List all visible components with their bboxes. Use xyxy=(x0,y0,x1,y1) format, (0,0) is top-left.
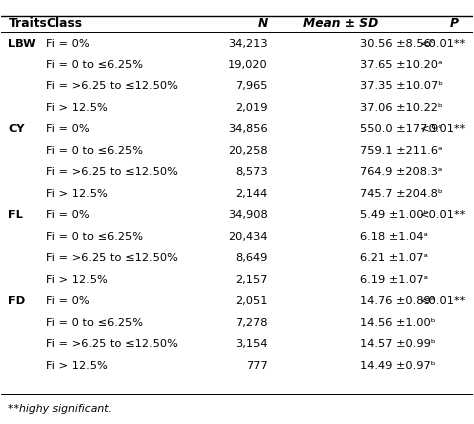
Text: 6.21 ±1.07ᵃ: 6.21 ±1.07ᵃ xyxy=(359,253,428,263)
Text: 14.49 ±0.97ᵇ: 14.49 ±0.97ᵇ xyxy=(359,361,435,371)
Text: **highy significant.: **highy significant. xyxy=(9,404,112,414)
Text: 19,020: 19,020 xyxy=(228,60,268,70)
Text: 20,258: 20,258 xyxy=(228,146,268,156)
Text: CY: CY xyxy=(9,124,25,134)
Text: 3,154: 3,154 xyxy=(235,339,268,349)
Text: Fi > 12.5%: Fi > 12.5% xyxy=(46,103,108,113)
Text: Fi = 0%: Fi = 0% xyxy=(46,39,90,48)
Text: 30.56 ±8.56ᶜ: 30.56 ±8.56ᶜ xyxy=(359,39,435,48)
Text: Fi = >6.25 to ≤12.50%: Fi = >6.25 to ≤12.50% xyxy=(46,339,178,349)
Text: 745.7 ±204.8ᵇ: 745.7 ±204.8ᵇ xyxy=(359,189,442,199)
Text: Fi = >6.25 to ≤12.50%: Fi = >6.25 to ≤12.50% xyxy=(46,81,178,92)
Text: 7,965: 7,965 xyxy=(235,81,268,92)
Text: P: P xyxy=(449,17,458,30)
Text: FD: FD xyxy=(9,296,26,306)
Text: Fi = >6.25 to ≤12.50%: Fi = >6.25 to ≤12.50% xyxy=(46,253,178,263)
Text: 8,649: 8,649 xyxy=(235,253,268,263)
Text: Fi > 12.5%: Fi > 12.5% xyxy=(46,275,108,285)
Text: FL: FL xyxy=(9,210,23,220)
Text: 550.0 ±177.9ᶜ: 550.0 ±177.9ᶜ xyxy=(359,124,442,134)
Text: Fi = 0 to ≤6.25%: Fi = 0 to ≤6.25% xyxy=(46,318,143,328)
Text: 2,144: 2,144 xyxy=(236,189,268,199)
Text: N: N xyxy=(257,17,268,30)
Text: 8,573: 8,573 xyxy=(235,167,268,177)
Text: 2,157: 2,157 xyxy=(235,275,268,285)
Text: 34,908: 34,908 xyxy=(228,210,268,220)
Text: Fi = 0 to ≤6.25%: Fi = 0 to ≤6.25% xyxy=(46,60,143,70)
Text: 37.06 ±10.22ᵇ: 37.06 ±10.22ᵇ xyxy=(359,103,442,113)
Text: <0.01**: <0.01** xyxy=(419,296,465,306)
Text: LBW: LBW xyxy=(9,39,36,48)
Text: 37.35 ±10.07ᵇ: 37.35 ±10.07ᵇ xyxy=(359,81,443,92)
Text: Fi = 0 to ≤6.25%: Fi = 0 to ≤6.25% xyxy=(46,146,143,156)
Text: 14.76 ±0.89ᵃ: 14.76 ±0.89ᵃ xyxy=(359,296,435,306)
Text: 777: 777 xyxy=(246,361,268,371)
Text: Fi = >6.25 to ≤12.50%: Fi = >6.25 to ≤12.50% xyxy=(46,167,178,177)
Text: 20,434: 20,434 xyxy=(228,232,268,242)
Text: Fi = 0%: Fi = 0% xyxy=(46,210,90,220)
Text: Traits: Traits xyxy=(9,17,47,30)
Text: <0.01**: <0.01** xyxy=(419,210,465,220)
Text: Fi > 12.5%: Fi > 12.5% xyxy=(46,189,108,199)
Text: Mean ± SD: Mean ± SD xyxy=(303,17,378,30)
Text: Fi = 0%: Fi = 0% xyxy=(46,296,90,306)
Text: 34,213: 34,213 xyxy=(228,39,268,48)
Text: Fi = 0%: Fi = 0% xyxy=(46,124,90,134)
Text: 6.19 ±1.07ᵃ: 6.19 ±1.07ᵃ xyxy=(359,275,428,285)
Text: 2,051: 2,051 xyxy=(235,296,268,306)
Text: Class: Class xyxy=(46,17,82,30)
Text: 14.57 ±0.99ᵇ: 14.57 ±0.99ᵇ xyxy=(359,339,435,349)
Text: <0.01**: <0.01** xyxy=(419,124,465,134)
Text: Fi = 0 to ≤6.25%: Fi = 0 to ≤6.25% xyxy=(46,232,143,242)
Text: 764.9 ±208.3ᵃ: 764.9 ±208.3ᵃ xyxy=(359,167,442,177)
Text: 34,856: 34,856 xyxy=(228,124,268,134)
Text: Fi > 12.5%: Fi > 12.5% xyxy=(46,361,108,371)
Text: 37.65 ±10.20ᵃ: 37.65 ±10.20ᵃ xyxy=(359,60,442,70)
Text: 759.1 ±211.6ᵃ: 759.1 ±211.6ᵃ xyxy=(359,146,442,156)
Text: <0.01**: <0.01** xyxy=(419,39,465,48)
Text: 6.18 ±1.04ᵃ: 6.18 ±1.04ᵃ xyxy=(359,232,428,242)
Text: 14.56 ±1.00ᵇ: 14.56 ±1.00ᵇ xyxy=(359,318,435,328)
Text: 2,019: 2,019 xyxy=(235,103,268,113)
Text: 7,278: 7,278 xyxy=(235,318,268,328)
Text: 5.49 ±1.00ᵇ: 5.49 ±1.00ᵇ xyxy=(359,210,428,220)
